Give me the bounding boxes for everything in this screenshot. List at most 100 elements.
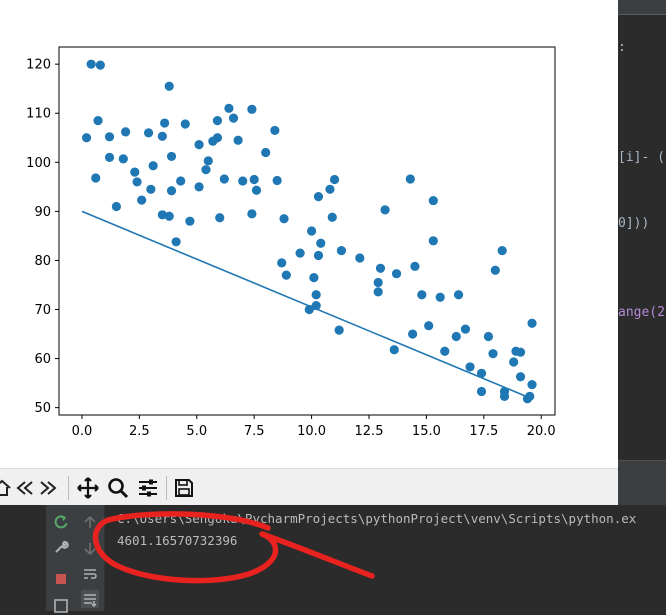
data-point bbox=[251, 185, 262, 195]
x-tick-label: 12.5 bbox=[355, 424, 384, 439]
data-point bbox=[451, 331, 461, 342]
soft-wrap-icon[interactable] bbox=[81, 565, 99, 583]
code-snippet-3: 0])) bbox=[618, 216, 650, 231]
data-point bbox=[405, 174, 415, 184]
data-point bbox=[86, 59, 96, 69]
editor-lower-panel bbox=[618, 460, 666, 505]
rerun-icon[interactable] bbox=[52, 513, 70, 531]
data-point bbox=[373, 277, 383, 288]
data-point bbox=[465, 362, 475, 372]
data-point bbox=[428, 195, 438, 206]
data-point bbox=[270, 125, 280, 136]
home-icon[interactable] bbox=[0, 476, 14, 500]
data-point bbox=[476, 368, 487, 378]
data-point bbox=[515, 372, 526, 382]
data-point bbox=[104, 132, 115, 142]
stop-icon[interactable] bbox=[52, 570, 70, 588]
zoom-icon[interactable] bbox=[106, 476, 130, 500]
data-point bbox=[224, 103, 234, 113]
console-left-margin bbox=[0, 505, 46, 611]
data-point bbox=[373, 287, 383, 297]
data-point bbox=[146, 184, 156, 194]
data-point bbox=[313, 192, 324, 202]
x-tick-label: 5.0 bbox=[186, 424, 207, 439]
data-point bbox=[166, 151, 177, 162]
data-point bbox=[249, 174, 259, 185]
data-point bbox=[329, 174, 340, 185]
data-point bbox=[148, 161, 158, 171]
scatter-chart: 0.0 2.5 5.0 7.5 10.0 12.5 15.0 17.5 20.0 50 60 70 8… bbox=[26, 46, 556, 439]
arrow-down-icon[interactable] bbox=[81, 540, 99, 558]
data-point bbox=[311, 290, 321, 300]
data-point bbox=[277, 258, 287, 268]
data-point bbox=[391, 269, 402, 279]
layout-icon[interactable] bbox=[52, 597, 70, 615]
data-point bbox=[355, 253, 365, 263]
data-point bbox=[428, 236, 438, 246]
data-point bbox=[215, 213, 225, 223]
data-point bbox=[515, 347, 526, 357]
data-point bbox=[490, 265, 500, 275]
data-point bbox=[525, 391, 535, 401]
scroll-to-end-icon[interactable] bbox=[81, 590, 99, 608]
y-tick-label: 100 bbox=[26, 156, 51, 171]
data-point bbox=[166, 186, 177, 196]
data-point bbox=[160, 118, 170, 128]
ide-editor-strip: : [i]- ( 0])) ange(2 bbox=[618, 0, 666, 505]
x-tick-label: 20.0 bbox=[527, 424, 556, 439]
data-point bbox=[306, 226, 317, 236]
data-point bbox=[137, 195, 147, 205]
data-point bbox=[247, 104, 257, 114]
code-snippet-4: ange(2 bbox=[618, 305, 665, 320]
data-point bbox=[295, 248, 305, 258]
pan-icon[interactable] bbox=[76, 476, 100, 500]
data-point bbox=[91, 173, 101, 183]
console-tool-gutter bbox=[46, 505, 76, 613]
data-point bbox=[316, 238, 326, 248]
regression-line bbox=[81, 210, 531, 399]
data-point bbox=[334, 325, 344, 335]
data-point bbox=[185, 216, 195, 226]
data-point bbox=[499, 391, 510, 401]
data-point bbox=[389, 345, 399, 355]
y-tick-label: 50 bbox=[34, 401, 51, 416]
data-point bbox=[143, 128, 154, 138]
y-tick-label: 80 bbox=[34, 254, 51, 269]
console-command-line: C:\Users\Sengoku\PycharmProjects\pythonP… bbox=[117, 511, 637, 526]
console-scroll-gutter bbox=[76, 505, 105, 611]
x-tick-label: 15.0 bbox=[412, 424, 441, 439]
wrench-icon[interactable] bbox=[52, 538, 70, 556]
figure-canvas: 0.0 2.5 5.0 7.5 10.0 12.5 15.0 17.5 20.0 50 60 70 8… bbox=[0, 0, 618, 468]
save-icon[interactable] bbox=[172, 476, 196, 500]
y-tick-label: 120 bbox=[26, 58, 51, 73]
data-point bbox=[111, 201, 122, 212]
configure-subplots-icon[interactable] bbox=[136, 476, 160, 500]
x-tick-label: 10.0 bbox=[297, 424, 326, 439]
navigation-toolbar bbox=[0, 468, 618, 506]
data-point bbox=[408, 329, 418, 339]
data-point bbox=[132, 177, 142, 187]
data-point bbox=[212, 116, 223, 126]
data-point bbox=[410, 261, 420, 271]
data-point bbox=[440, 346, 450, 356]
data-point bbox=[219, 174, 229, 184]
y-tick-label: 90 bbox=[34, 205, 51, 220]
arrow-up-icon[interactable] bbox=[81, 513, 99, 531]
data-point bbox=[238, 176, 248, 186]
y-tick-label: 60 bbox=[34, 352, 51, 367]
data-point bbox=[201, 165, 211, 175]
forward-icon[interactable] bbox=[37, 476, 61, 500]
x-tick-label: 17.5 bbox=[469, 424, 498, 439]
data-point bbox=[460, 324, 471, 334]
data-point bbox=[164, 211, 174, 221]
editor-tab-divider bbox=[618, 14, 666, 15]
data-point bbox=[476, 386, 487, 397]
code-snippet-2: [i]- ( bbox=[618, 150, 665, 165]
data-point bbox=[380, 205, 390, 215]
data-point bbox=[483, 331, 494, 342]
back-icon[interactable] bbox=[12, 476, 36, 500]
toolbar-separator bbox=[68, 476, 69, 500]
data-point bbox=[157, 210, 167, 220]
data-point bbox=[194, 140, 204, 150]
toolbar-separator bbox=[166, 476, 167, 500]
